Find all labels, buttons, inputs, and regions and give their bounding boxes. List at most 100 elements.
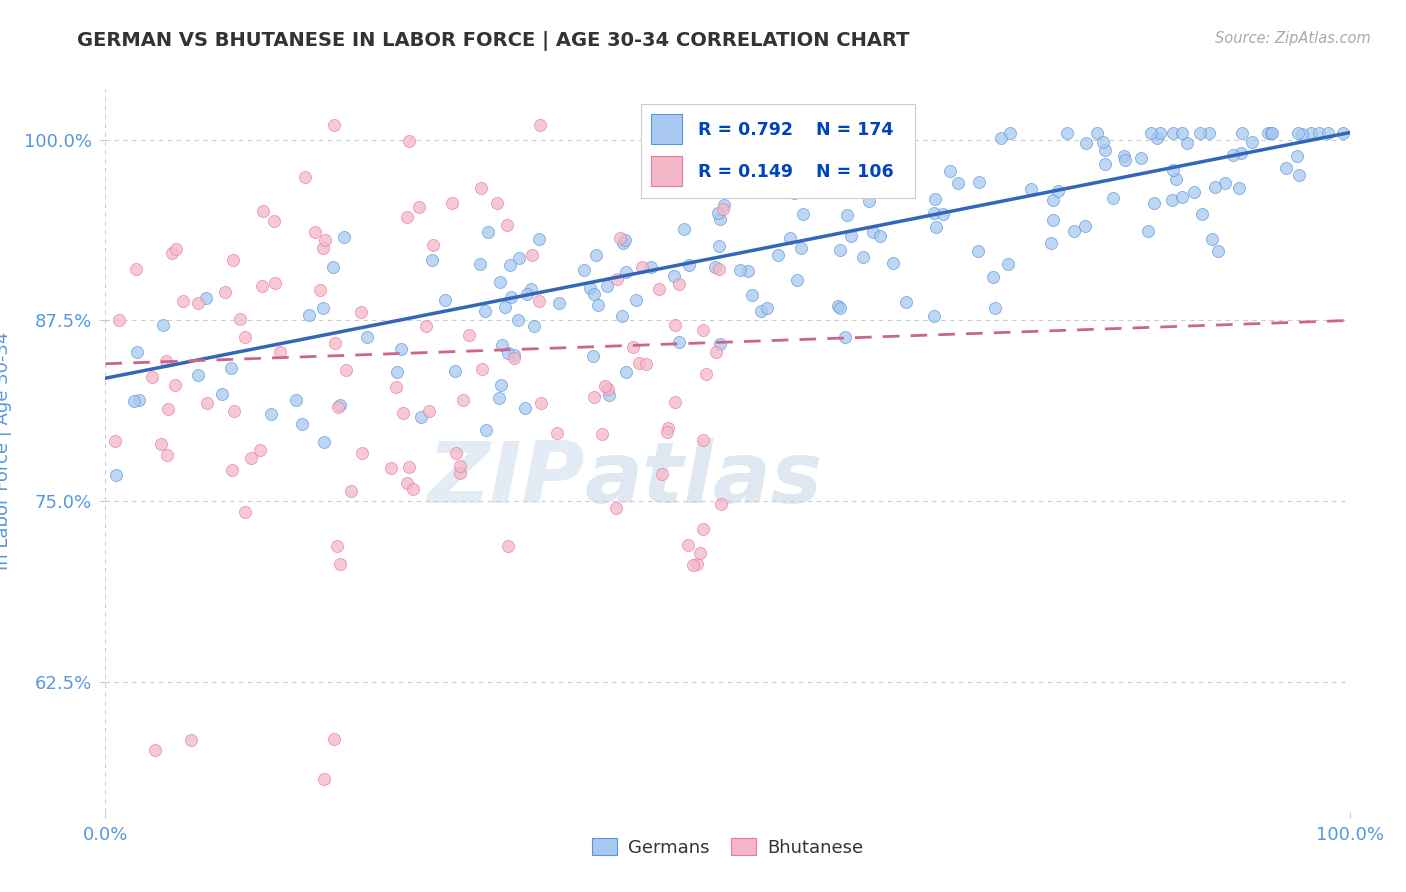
Point — [285, 392, 308, 407]
Point — [527, 232, 550, 246]
Point — [340, 483, 363, 498]
Point — [506, 313, 529, 327]
Point — [398, 460, 420, 475]
Point — [1085, 126, 1108, 140]
Point — [105, 467, 128, 482]
Point — [1137, 224, 1160, 238]
Point — [269, 345, 291, 359]
Point — [924, 192, 946, 206]
Point — [668, 277, 690, 292]
Point — [197, 396, 219, 410]
Point — [335, 363, 357, 377]
Point — [513, 401, 536, 415]
Point — [756, 301, 779, 315]
Point — [415, 319, 437, 334]
Point — [737, 131, 759, 145]
FancyBboxPatch shape — [651, 114, 682, 145]
Point — [470, 181, 492, 195]
Point — [678, 258, 700, 272]
Point — [1257, 126, 1279, 140]
Point — [741, 288, 763, 302]
Point — [263, 214, 285, 228]
Point — [418, 404, 440, 418]
Point — [896, 295, 918, 310]
Point — [922, 310, 945, 324]
Point — [444, 445, 467, 459]
Point — [779, 231, 801, 245]
Point — [692, 323, 714, 337]
Point — [585, 248, 607, 262]
Point — [596, 279, 619, 293]
Point — [520, 282, 543, 296]
Point — [333, 230, 356, 244]
Point — [260, 407, 283, 421]
Point — [1206, 244, 1229, 258]
Point — [692, 433, 714, 447]
Point — [165, 378, 187, 392]
Point — [839, 160, 862, 174]
Point — [322, 260, 344, 274]
Point — [883, 154, 905, 169]
Point — [682, 558, 704, 573]
Point — [946, 176, 969, 190]
FancyBboxPatch shape — [651, 156, 682, 186]
Point — [155, 354, 177, 368]
Point — [408, 200, 430, 214]
Point — [214, 285, 236, 300]
Point — [591, 427, 613, 442]
Point — [457, 327, 479, 342]
Point — [879, 161, 901, 175]
Point — [1019, 182, 1042, 196]
Point — [1164, 172, 1187, 186]
Point — [314, 233, 336, 247]
Point — [496, 539, 519, 553]
Point — [707, 262, 730, 277]
Point — [444, 364, 467, 378]
Point — [314, 772, 336, 787]
Point — [609, 231, 631, 245]
Point — [668, 153, 690, 168]
Point — [709, 239, 731, 253]
Point — [187, 368, 209, 383]
Point — [122, 393, 145, 408]
Point — [384, 379, 406, 393]
Point — [969, 175, 991, 189]
Point — [616, 265, 638, 279]
Point — [1331, 126, 1354, 140]
Point — [491, 338, 513, 352]
Point — [623, 340, 645, 354]
Point — [172, 293, 194, 308]
Point — [710, 497, 733, 511]
Point — [328, 400, 350, 414]
Point — [868, 162, 890, 177]
Point — [1204, 179, 1226, 194]
Point — [474, 303, 496, 318]
Point — [835, 208, 858, 222]
Point — [1261, 126, 1284, 140]
Point — [162, 246, 184, 260]
Point — [471, 361, 494, 376]
Point — [593, 378, 616, 392]
Point — [1201, 232, 1223, 246]
Point — [125, 344, 148, 359]
Point — [491, 378, 513, 392]
Point — [624, 293, 647, 307]
Point — [1161, 163, 1184, 178]
Point — [882, 256, 904, 270]
Point — [870, 175, 893, 189]
Point — [713, 197, 735, 211]
Point — [640, 260, 662, 274]
Point — [706, 205, 728, 219]
Point — [692, 522, 714, 536]
Point — [326, 539, 349, 553]
Point — [1063, 224, 1085, 238]
Point — [1288, 168, 1310, 182]
Text: R = 0.792: R = 0.792 — [697, 120, 793, 138]
Point — [869, 229, 891, 244]
Point — [1182, 185, 1205, 199]
Point — [398, 135, 420, 149]
Point — [582, 349, 605, 363]
Point — [1130, 151, 1153, 165]
Point — [939, 164, 962, 178]
Point — [420, 252, 443, 267]
